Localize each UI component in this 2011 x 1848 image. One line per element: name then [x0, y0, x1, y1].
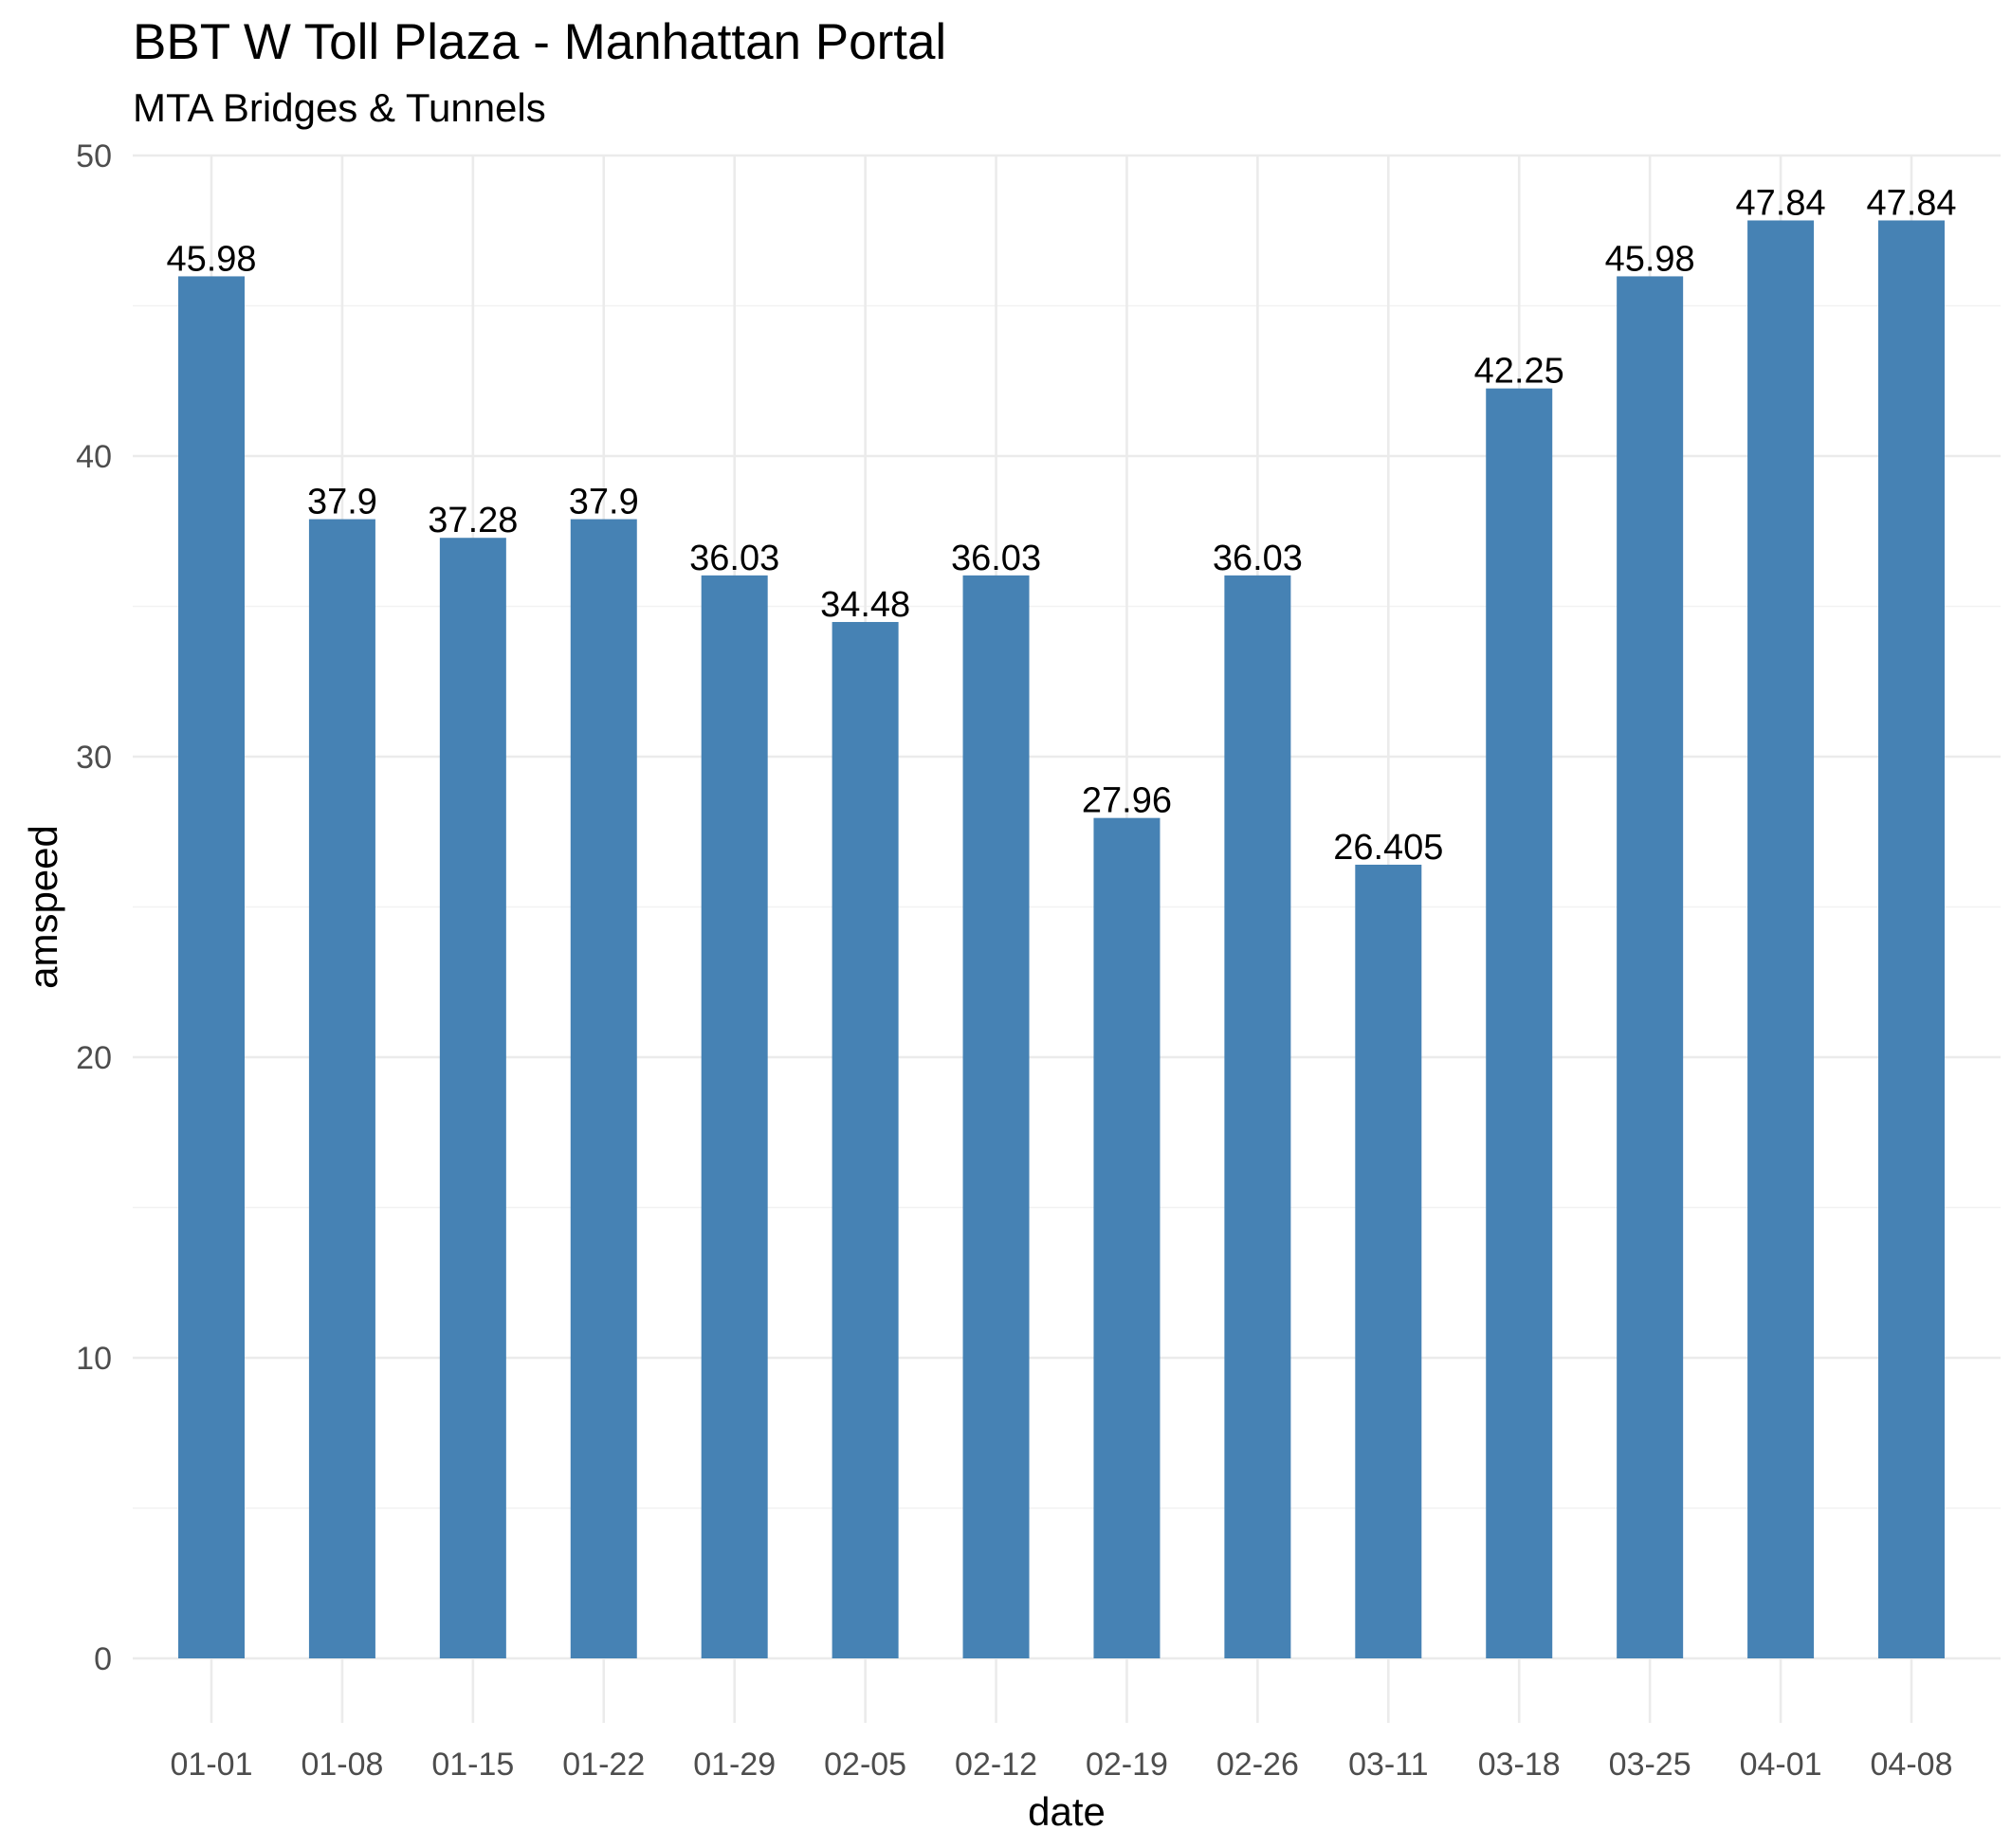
- x-tick-label: 02-12: [955, 1747, 1037, 1783]
- x-tick-label: 04-08: [1871, 1747, 1953, 1783]
- x-tick-label: 04-01: [1740, 1747, 1822, 1783]
- data-labels: 45.98 37.9 37.28 37.9 36.03 34.48 36.03 27.96 36…: [166, 183, 1956, 867]
- x-tick-label: 02-05: [824, 1747, 906, 1783]
- grid-lines: [133, 154, 2001, 1723]
- data-label: 45.98: [166, 239, 256, 279]
- x-tick-label: 01-15: [431, 1747, 514, 1783]
- data-label: 37.28: [428, 501, 518, 540]
- chart-subtitle: MTA Bridges & Tunnels: [133, 85, 546, 130]
- data-label: 27.96: [1082, 781, 1172, 821]
- x-axis-title: date: [1028, 1789, 1106, 1834]
- data-label: 47.84: [1866, 183, 1956, 223]
- chart-title: BBT W Toll Plaza - Manhattan Portal: [133, 14, 947, 70]
- y-tick-label: 20: [76, 1040, 112, 1076]
- bar: [701, 575, 768, 1658]
- bars: [178, 220, 1945, 1659]
- x-tick-label: 01-08: [301, 1747, 383, 1783]
- y-axis-title: amspeed: [21, 825, 65, 989]
- data-label: 36.03: [689, 539, 779, 578]
- bar: [178, 276, 245, 1659]
- data-label: 45.98: [1605, 239, 1695, 279]
- x-tick-label: 03-11: [1348, 1747, 1428, 1783]
- bar: [1486, 388, 1553, 1658]
- bar: [1747, 220, 1815, 1658]
- x-tick-label: 01-01: [171, 1747, 253, 1783]
- bar: [439, 538, 506, 1658]
- y-tick-label: 0: [94, 1641, 112, 1677]
- data-label: 37.9: [569, 483, 639, 522]
- bar: [832, 621, 899, 1658]
- x-tick-label: 02-19: [1086, 1747, 1168, 1783]
- bar: [962, 575, 1030, 1658]
- y-tick-label: 50: [76, 138, 112, 174]
- bar: [308, 519, 375, 1658]
- x-tick-label: 03-18: [1478, 1747, 1561, 1783]
- bar: [1224, 575, 1291, 1658]
- data-label: 34.48: [820, 585, 910, 625]
- data-label: 36.03: [951, 539, 1041, 578]
- x-tick-label: 03-25: [1609, 1747, 1691, 1783]
- y-tick-label: 10: [76, 1341, 112, 1377]
- data-label: 42.25: [1474, 352, 1564, 392]
- data-label: 26.405: [1333, 828, 1443, 868]
- y-tick-label: 40: [76, 439, 112, 475]
- y-axis-ticks: 0 10 20 30 40 50: [76, 138, 112, 1677]
- data-label: 37.9: [307, 483, 377, 522]
- data-label: 36.03: [1213, 539, 1303, 578]
- x-tick-label: 01-29: [693, 1747, 776, 1783]
- bar: [1093, 817, 1161, 1658]
- bar: [570, 519, 637, 1658]
- bar: [1355, 864, 1422, 1658]
- data-label: 47.84: [1736, 183, 1826, 223]
- bar: [1617, 276, 1684, 1659]
- bar: [1878, 220, 1945, 1658]
- x-axis-ticks: 01-01 01-08 01-15 01-22 01-29 02-05 02-12 02-19…: [171, 1747, 1953, 1783]
- y-tick-label: 30: [76, 740, 112, 776]
- x-tick-label: 02-26: [1216, 1747, 1299, 1783]
- x-tick-label: 01-22: [562, 1747, 645, 1783]
